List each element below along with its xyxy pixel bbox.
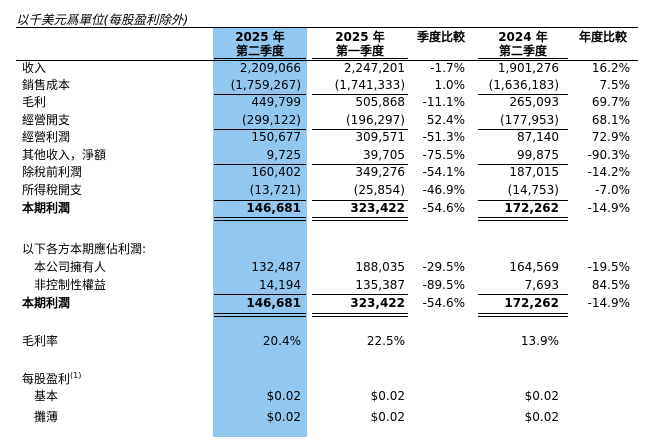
row-label: 經營開支 bbox=[22, 113, 71, 127]
value-2024-q2: 13.9% bbox=[520, 334, 559, 348]
value-2025-q2: $0.02 bbox=[266, 410, 301, 424]
value-2025-q2: 14,194 bbox=[259, 278, 301, 292]
value-2024-q2: 1,901,276 bbox=[497, 61, 559, 75]
value-2025-q1: $0.02 bbox=[370, 410, 405, 424]
row-label: 收入 bbox=[22, 61, 47, 75]
value-yoy: 16.2% bbox=[591, 61, 630, 75]
value-2024-q2: (14,753) bbox=[507, 183, 559, 197]
value-2025-q2: 20.4% bbox=[262, 334, 301, 348]
value-qoq: 1.0% bbox=[434, 78, 466, 92]
value-qoq: -54.6% bbox=[422, 201, 465, 215]
value-2024-q2: 172,262 bbox=[504, 296, 559, 310]
value-2025-q1: 188,035 bbox=[355, 260, 405, 274]
header-qoq: 季度比較 bbox=[416, 30, 465, 44]
header-2025-q2: 2025 年第二季度 bbox=[235, 30, 285, 58]
value-2025-q2: 146,681 bbox=[246, 296, 301, 310]
value-yoy: -14.2% bbox=[587, 165, 630, 179]
value-qoq: 52.4% bbox=[426, 113, 465, 127]
value-yoy: -14.9% bbox=[587, 296, 630, 310]
value-2024-q2: 172,262 bbox=[504, 201, 559, 215]
value-2024-q2: (177,953) bbox=[500, 113, 559, 127]
value-2025-q1: 22.5% bbox=[366, 334, 405, 348]
value-2025-q1: 39,705 bbox=[363, 148, 405, 162]
value-qoq: -54.1% bbox=[422, 165, 465, 179]
value-2025-q2: 449,799 bbox=[251, 95, 301, 109]
value-2025-q1: (1,741,333) bbox=[334, 78, 405, 92]
footnote-marker: (1) bbox=[70, 371, 82, 380]
value-2025-q2: (1,759,267) bbox=[230, 78, 301, 92]
value-2024-q2: 164,569 bbox=[509, 260, 559, 274]
row-label: 本公司擁有人 bbox=[34, 260, 107, 274]
row-label: 攤薄 bbox=[34, 410, 59, 424]
value-2025-q2: 2,209,066 bbox=[239, 61, 301, 75]
row-label: 本期利潤 bbox=[22, 201, 71, 215]
value-yoy: 69.7% bbox=[591, 95, 630, 109]
row-label: 銷售成本 bbox=[22, 78, 71, 92]
value-2025-q1: 323,422 bbox=[350, 201, 405, 215]
value-qoq: -29.5% bbox=[422, 260, 465, 274]
row-label: 本期利潤 bbox=[22, 296, 71, 310]
header-yoy: 年度比較 bbox=[578, 30, 627, 44]
value-yoy: 72.9% bbox=[591, 130, 630, 144]
value-yoy: 68.1% bbox=[591, 113, 630, 127]
value-2025-q2: $0.02 bbox=[266, 389, 301, 403]
row-label: 每股盈利(1) bbox=[22, 371, 82, 386]
row-label: 除稅前利潤 bbox=[22, 165, 83, 179]
value-2024-q2: 87,140 bbox=[517, 130, 559, 144]
value-2024-q2: 265,093 bbox=[509, 95, 559, 109]
value-2025-q1: $0.02 bbox=[370, 389, 405, 403]
row-label: 基本 bbox=[34, 389, 59, 403]
value-qoq: -11.1% bbox=[422, 95, 465, 109]
value-2025-q1: (25,854) bbox=[353, 183, 405, 197]
value-2025-q2: 146,681 bbox=[246, 201, 301, 215]
row-label: 其他收入，淨額 bbox=[22, 148, 107, 162]
value-yoy: 84.5% bbox=[591, 278, 630, 292]
header-2024-q2: 2024 年第二季度 bbox=[498, 30, 548, 58]
value-2025-q2: 132,487 bbox=[251, 260, 301, 274]
current-quarter-highlight bbox=[213, 27, 307, 437]
value-2024-q2: $0.02 bbox=[524, 410, 559, 424]
row-label: 毛利率 bbox=[22, 334, 59, 348]
value-yoy: -19.5% bbox=[587, 260, 630, 274]
value-qoq: -51.3% bbox=[422, 130, 465, 144]
value-yoy: 7.5% bbox=[599, 78, 631, 92]
value-2025-q2: (299,122) bbox=[242, 113, 301, 127]
value-2025-q2: 150,677 bbox=[251, 130, 301, 144]
value-2024-q2: 187,015 bbox=[509, 165, 559, 179]
value-qoq: -89.5% bbox=[422, 278, 465, 292]
header-2025-q1: 2025 年第一季度 bbox=[335, 30, 385, 58]
value-2025-q1: (196,297) bbox=[346, 113, 405, 127]
row-label: 非控制性權益 bbox=[34, 278, 107, 292]
value-2025-q1: 323,422 bbox=[350, 296, 405, 310]
row-label: 所得稅開支 bbox=[22, 183, 83, 197]
value-2025-q2: 160,402 bbox=[251, 165, 301, 179]
value-qoq: -75.5% bbox=[422, 148, 465, 162]
row-label: 經營利潤 bbox=[22, 130, 71, 144]
value-qoq: -46.9% bbox=[422, 183, 465, 197]
value-2025-q1: 309,571 bbox=[355, 130, 405, 144]
value-yoy: -7.0% bbox=[595, 183, 630, 197]
value-2025-q1: 2,247,201 bbox=[343, 61, 405, 75]
value-2024-q2: 7,693 bbox=[524, 278, 559, 292]
value-qoq: -54.6% bbox=[422, 296, 465, 310]
value-2025-q1: 505,868 bbox=[355, 95, 405, 109]
value-2024-q2: (1,636,183) bbox=[488, 78, 559, 92]
value-2024-q2: 99,875 bbox=[517, 148, 559, 162]
table-caption: 以千美元爲單位(每股盈利除外) bbox=[16, 12, 189, 27]
value-yoy: -90.3% bbox=[587, 148, 630, 162]
value-qoq: -1.7% bbox=[430, 61, 465, 75]
value-2025-q2: (13,721) bbox=[249, 183, 301, 197]
row-label: 毛利 bbox=[22, 95, 47, 109]
value-2024-q2: $0.02 bbox=[524, 389, 559, 403]
value-2025-q2: 9,725 bbox=[266, 148, 301, 162]
row-label: 以下各方本期應佔利潤: bbox=[22, 242, 147, 256]
value-2025-q1: 135,387 bbox=[355, 278, 405, 292]
value-yoy: -14.9% bbox=[587, 201, 630, 215]
value-2025-q1: 349,276 bbox=[355, 165, 405, 179]
